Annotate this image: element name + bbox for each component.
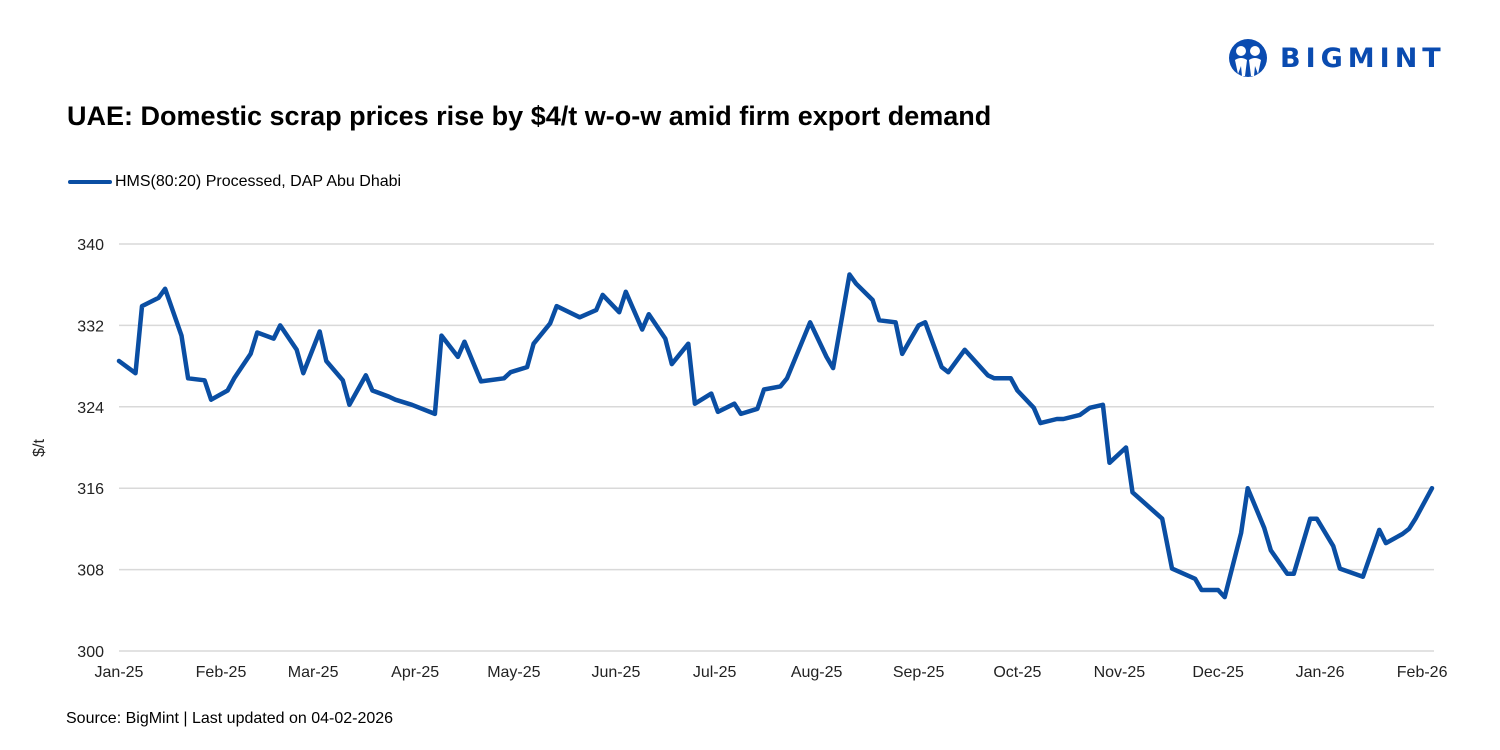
chart-title: UAE: Domestic scrap prices rise by $4/t … (67, 101, 992, 131)
x-tick-label: Jul-25 (693, 664, 737, 681)
y-tick-label: 324 (77, 400, 104, 417)
y-tick-label: 308 (77, 563, 104, 580)
series-line-hms (116, 272, 1435, 600)
x-tick-label: Oct-25 (993, 664, 1041, 681)
y-tick-label: 332 (77, 318, 104, 335)
bigmint-logo-text: BIGMINT (1280, 42, 1446, 74)
x-axis-ticks: Jan-25 Feb-25 Mar-25 Apr-25 May-25 Jun-25 Jul-… (95, 664, 1448, 681)
y-tick-label: 316 (77, 481, 104, 498)
x-tick-label: Dec-25 (1192, 664, 1244, 681)
bigmint-logo-icon (1229, 39, 1267, 77)
y-axis-label: $/t (31, 439, 48, 457)
x-tick-label: Jan-26 (1296, 664, 1345, 681)
x-tick-label: Feb-26 (1397, 664, 1448, 681)
x-tick-label: Nov-25 (1094, 664, 1146, 681)
legend-swatch (68, 180, 112, 184)
x-tick-label: Apr-25 (391, 664, 439, 681)
y-tick-label: 340 (77, 237, 104, 254)
gridlines (119, 243, 1434, 652)
x-tick-label: Jan-25 (95, 664, 144, 681)
x-tick-label: Jun-25 (591, 664, 640, 681)
x-tick-label: Mar-25 (288, 664, 339, 681)
legend-label: HMS(80:20) Processed, DAP Abu Dhabi (115, 173, 402, 190)
y-tick-label: 300 (77, 644, 104, 661)
y-axis-ticks: 300 308 316 324 332 340 (77, 237, 104, 661)
x-tick-label: Sep-25 (893, 664, 945, 681)
legend: HMS(80:20) Processed, DAP Abu Dhabi (68, 173, 401, 191)
x-tick-label: Aug-25 (791, 664, 843, 681)
x-tick-label: May-25 (487, 664, 540, 681)
source-note: Source: BigMint | Last updated on 04-02-… (66, 710, 394, 727)
bigmint-logo: BIGMINT (1226, 38, 1446, 78)
x-tick-label: Feb-25 (196, 664, 247, 681)
